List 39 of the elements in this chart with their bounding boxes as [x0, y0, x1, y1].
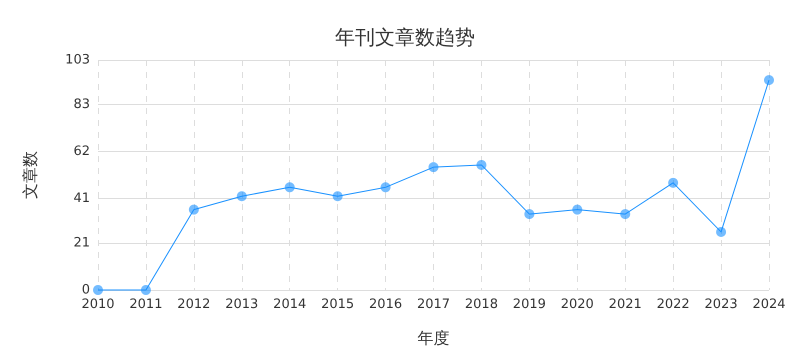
x-tick-label: 2019: [512, 297, 546, 312]
x-tick-label: 2012: [177, 297, 210, 312]
point: [140, 285, 151, 295]
point: [668, 178, 678, 188]
point: [428, 162, 438, 172]
x-tick-label: 2024: [752, 297, 786, 312]
point: [236, 191, 247, 202]
y-axis-title: 文章数: [20, 151, 40, 199]
x-tick-label: 2021: [608, 297, 642, 312]
point: [620, 209, 630, 220]
y-tick-label: 41: [73, 190, 90, 206]
x-tick-label: 2015: [321, 297, 354, 312]
point: [332, 191, 343, 202]
x-tick-label: 2018: [464, 297, 498, 312]
chart-title: 年刊文章数趋势: [335, 25, 475, 49]
point: [572, 204, 582, 215]
x-tick-label: 2014: [273, 297, 306, 312]
x-tick-label: 2017: [416, 297, 450, 312]
y-tick-label: 62: [73, 144, 90, 160]
point: [284, 182, 295, 192]
y-tick-label: 0: [82, 282, 90, 298]
x-tick-label: 2023: [704, 297, 738, 312]
x-tick-label: 2020: [560, 297, 594, 312]
point: [524, 209, 534, 220]
point: [764, 75, 774, 86]
x-tick-label: 2010: [81, 297, 115, 312]
x-tick-label: 2016: [369, 297, 402, 312]
x-tick-label: 2022: [656, 297, 690, 312]
point: [93, 285, 103, 295]
point: [476, 160, 486, 170]
y-tick-label: 21: [73, 236, 90, 251]
x-tick-label: 2013: [225, 297, 258, 312]
x-axis-title: 年度: [418, 328, 450, 348]
point: [380, 182, 391, 192]
x-tick-label: 2011: [129, 297, 162, 312]
point: [716, 226, 726, 237]
y-tick-label: 103: [65, 52, 90, 68]
y-tick-label: 83: [73, 97, 90, 112]
point: [188, 204, 199, 215]
